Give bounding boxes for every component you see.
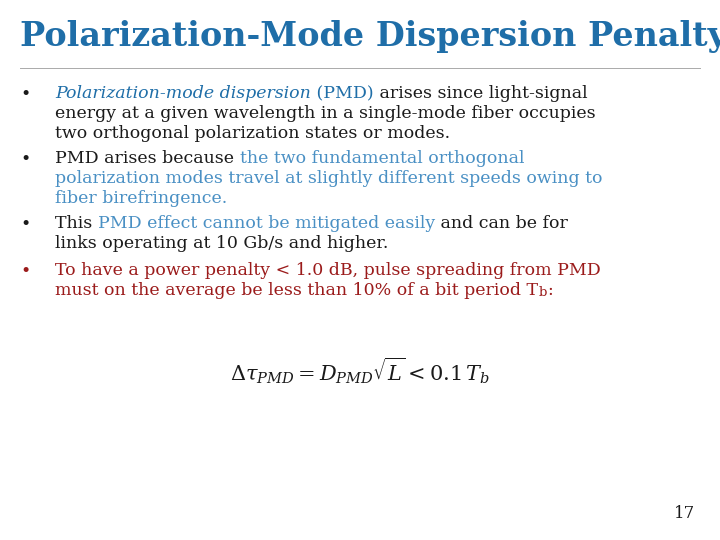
Text: $\Delta\tau_{PMD} = D_{PMD}\sqrt{L} < 0.1\,T_b$: $\Delta\tau_{PMD} = D_{PMD}\sqrt{L} < 0.…: [230, 355, 490, 386]
Text: Polarization-mode dispersion: Polarization-mode dispersion: [55, 85, 311, 102]
Text: To have a power penalty < 1.0 dB, pulse spreading from PMD: To have a power penalty < 1.0 dB, pulse …: [55, 262, 600, 279]
Text: •: •: [20, 215, 30, 233]
Text: Polarization-Mode Dispersion Penalty: Polarization-Mode Dispersion Penalty: [20, 20, 720, 53]
Text: PMD effect cannot be mitigated easily: PMD effect cannot be mitigated easily: [98, 215, 435, 232]
Text: fiber birefringence.: fiber birefringence.: [55, 190, 228, 207]
Text: •: •: [20, 85, 30, 103]
Text: polarization modes travel at slightly different speeds owing to: polarization modes travel at slightly di…: [55, 170, 603, 187]
Text: links operating at 10 Gb/s and higher.: links operating at 10 Gb/s and higher.: [55, 235, 388, 252]
Text: :: :: [547, 282, 553, 299]
Text: and can be for: and can be for: [435, 215, 568, 232]
Text: •: •: [20, 150, 30, 168]
Text: arises since light-signal: arises since light-signal: [374, 85, 587, 102]
Text: 17: 17: [674, 505, 695, 522]
Text: must on the average be less than 10% of a bit period T: must on the average be less than 10% of …: [55, 282, 538, 299]
Text: This: This: [55, 215, 98, 232]
Text: b: b: [539, 286, 547, 299]
Text: the two fundamental orthogonal: the two fundamental orthogonal: [240, 150, 524, 167]
Text: (PMD): (PMD): [311, 85, 374, 102]
Text: energy at a given wavelength in a single-mode fiber occupies: energy at a given wavelength in a single…: [55, 105, 595, 122]
Text: •: •: [20, 262, 30, 280]
Text: PMD arises because: PMD arises because: [55, 150, 240, 167]
Text: two orthogonal polarization states or modes.: two orthogonal polarization states or mo…: [55, 125, 450, 142]
